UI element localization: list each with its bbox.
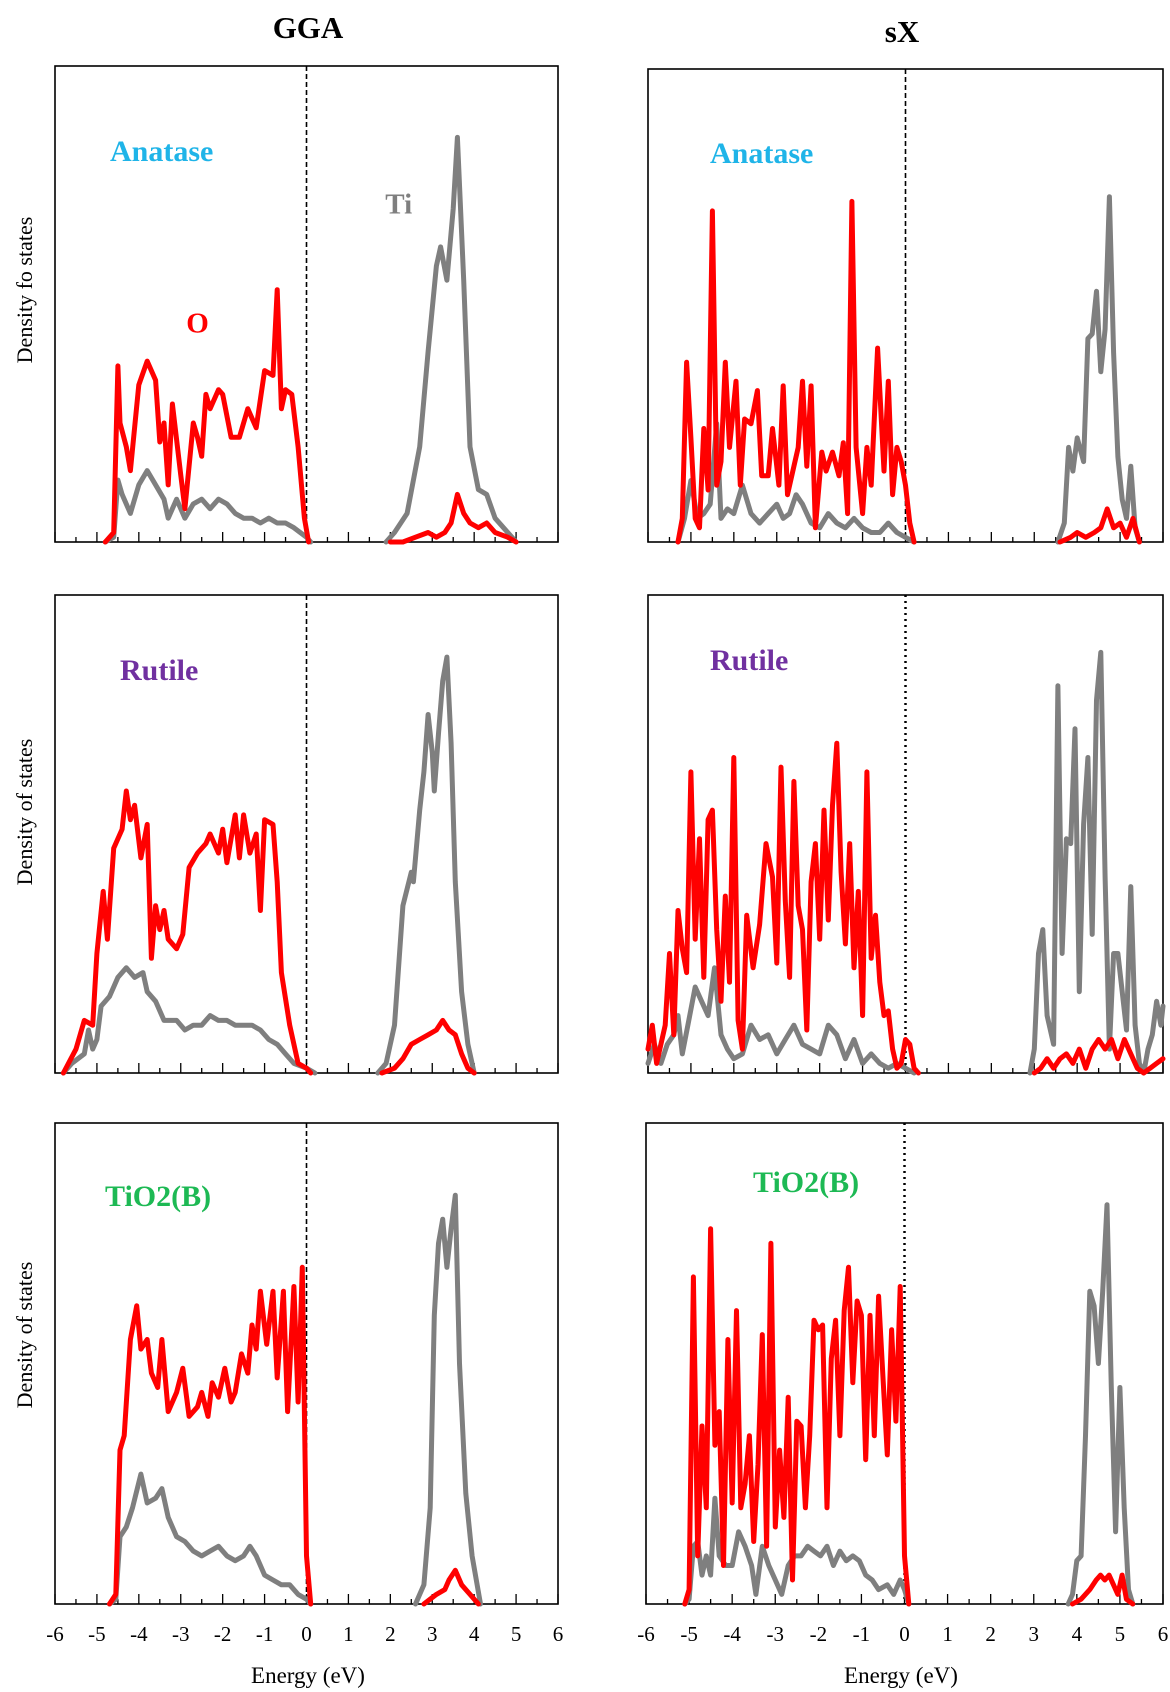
series-o-line [102,287,312,545]
x-tick-label: -5 [680,1622,698,1646]
dos-panel-sx-anatase: Anatase [647,68,1164,545]
panel-label-rutile: Rutile [120,654,198,687]
series-o-line [1070,1572,1136,1607]
series-ti-line [383,134,519,545]
series-ti-line [102,468,314,545]
series-o-line [682,1226,912,1607]
series-ti-line [107,1471,314,1607]
x-tick-label: -1 [853,1622,871,1646]
series-o-line [60,788,314,1076]
series-o-line [645,740,921,1076]
x-tick-label: 1 [343,1622,354,1646]
x-tick-label: 2 [985,1622,996,1646]
x-tick-label: -4 [723,1622,741,1646]
x-tick-label: 2 [385,1622,396,1646]
x-tick-label: 1 [942,1622,953,1646]
series-o-line [675,198,917,545]
dos-panel-sx-tio2-b: TiO2(B) -6 -5 -4 -3 -2 -1 0 1 2 3 4 5 6 [637,1122,1169,1646]
dos-panel-gga-tio2-b: TiO2(B) -6 -5 -4 -3 -2 -1 0 1 2 3 4 5 6 [46,1122,564,1646]
series-label-ti: Ti [385,189,412,221]
series-o-line [107,1264,314,1607]
gga-column-title: GGA [273,10,344,45]
x-tick-label: -6 [46,1622,64,1646]
series-ti-line [675,421,917,545]
y-axis-label-middle: Density of states [12,739,37,886]
series-ti-line [60,965,318,1076]
series-ti-line [645,965,917,1076]
series-ti-line [413,1192,483,1607]
x-tick-label: -6 [637,1622,655,1646]
x-axis-label-sx: Energy (eV) [844,1663,958,1688]
panel-label-tio2-b: TiO2(B) [753,1166,859,1199]
x-tick-label: 0 [899,1622,910,1646]
series-label-o: O [186,308,209,340]
x-tick-label: -2 [810,1622,828,1646]
panel-label-anatase: Anatase [110,135,213,168]
dos-panel-gga-anatase: Anatase O Ti [54,65,559,545]
x-tick-label: 3 [1029,1622,1040,1646]
x-tick-label: 0 [301,1622,312,1646]
x-tick-label: -3 [767,1622,785,1646]
x-tick-label: 6 [1158,1622,1169,1646]
dos-panel-sx-rutile: Rutile [645,594,1166,1076]
x-tick-label: 4 [469,1622,480,1646]
x-tick-label: -1 [256,1622,274,1646]
x-tick-label: 5 [1115,1622,1126,1646]
series-o-line [387,491,519,545]
x-tick-label: -5 [88,1622,106,1646]
y-axis-label-top: Density fo states [12,217,37,364]
series-o-line [379,1017,477,1076]
dos-panel-gga-rutile: Rutile [54,594,559,1076]
panel-label-anatase: Anatase [710,137,813,170]
x-tick-label: 6 [553,1622,564,1646]
series-ti-line [682,1495,912,1607]
series-ti-line [1027,649,1166,1076]
series-o-line [421,1567,481,1607]
y-axis-label-bottom: Density of states [12,1262,37,1409]
x-tick-label: 3 [427,1622,438,1646]
x-tick-label: 5 [511,1622,522,1646]
series-ti-line [1055,194,1142,545]
series-ti-line [1065,1202,1136,1607]
x-tick-label: -4 [130,1622,148,1646]
series-o-line [1057,506,1142,545]
series-ti-line [375,654,477,1076]
x-tick-label: -2 [214,1622,232,1646]
panel-label-tio2-b: TiO2(B) [105,1180,211,1213]
x-tick-label: -3 [172,1622,190,1646]
series-o-line [1031,1037,1166,1076]
x-axis-label-gga: Energy (eV) [251,1663,365,1688]
x-tick-label: 4 [1072,1622,1083,1646]
panels-group: Anatase O Ti Rutile TiO2(B) -6 -5 -4 -3 -2 -1 0 1 2 3 4… [46,65,1169,1646]
panel-label-rutile: Rutile [710,644,788,677]
sx-column-title: sX [885,14,920,49]
